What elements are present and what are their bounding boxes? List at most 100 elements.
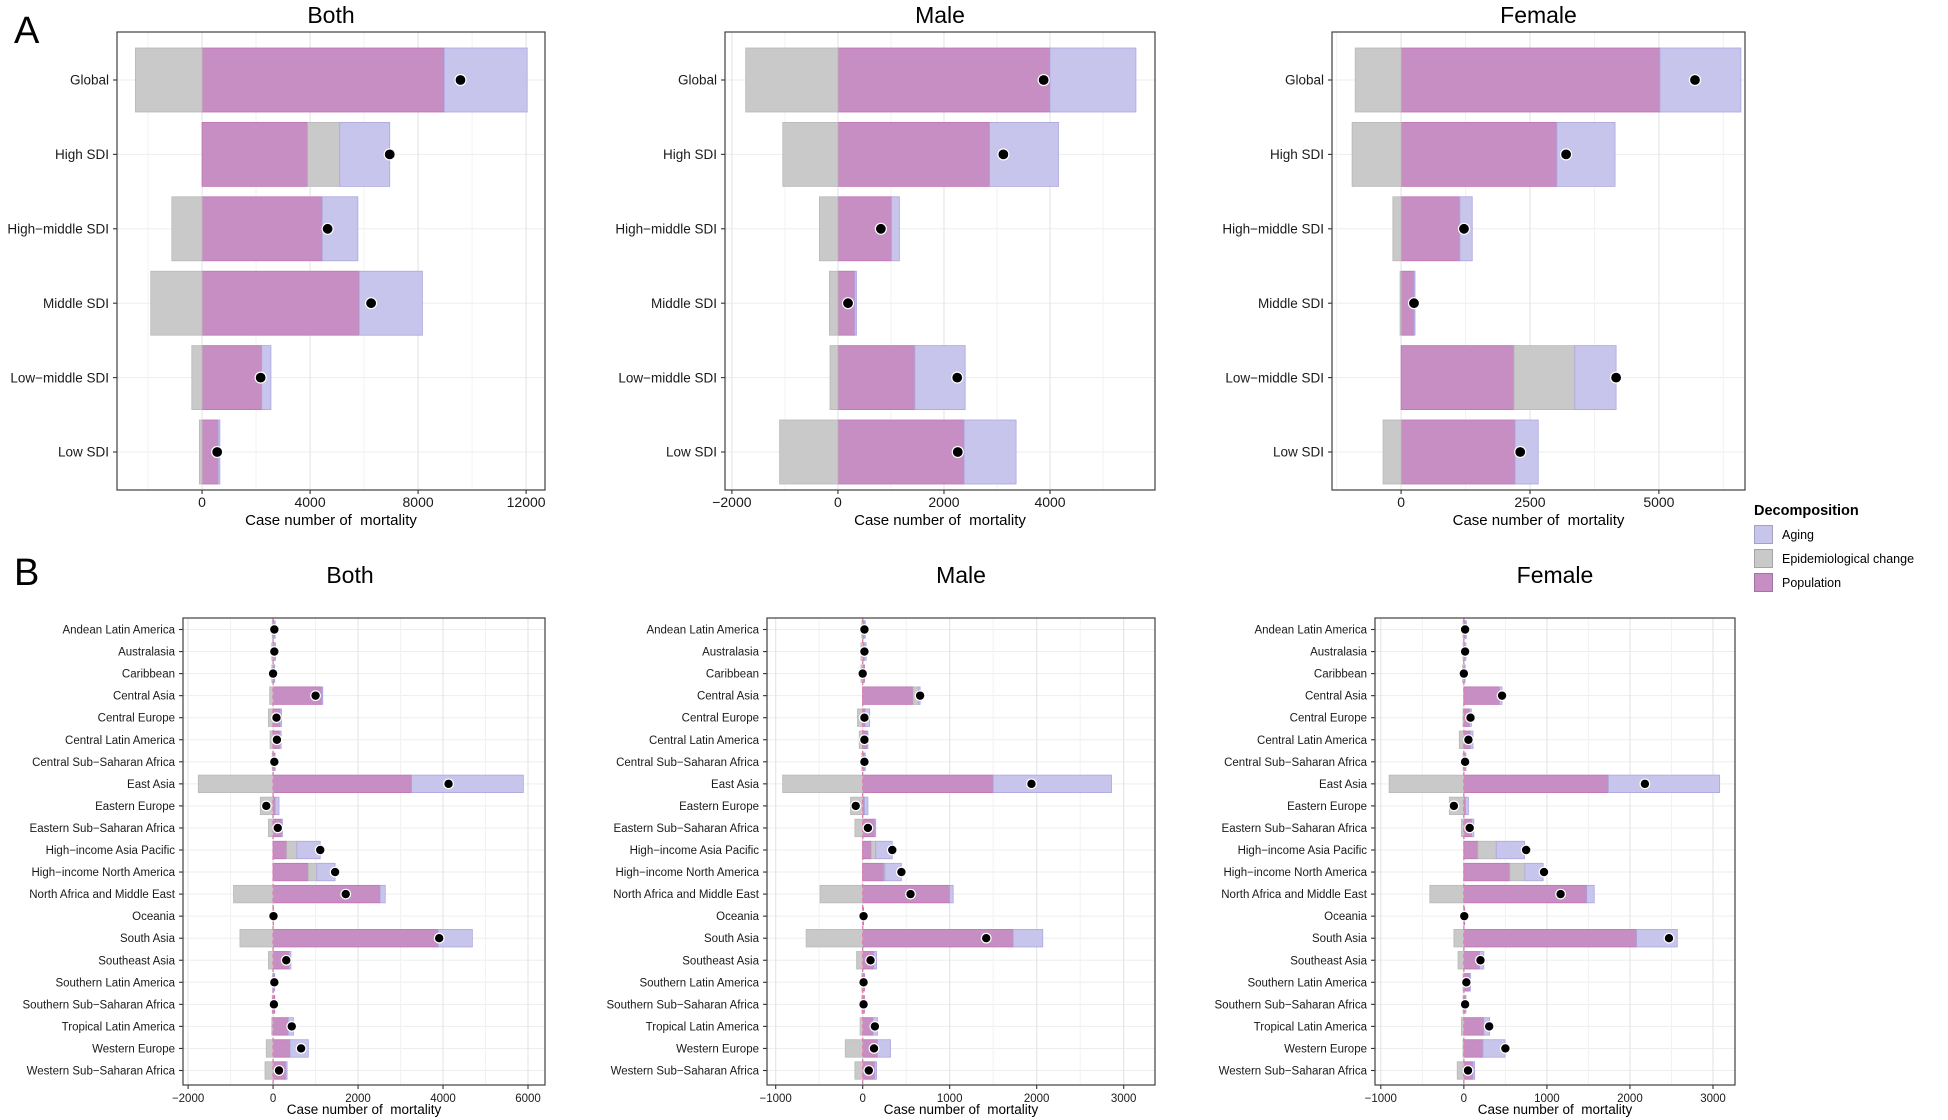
xlabel-a-male: Case number of mortality <box>854 512 1026 529</box>
y-category-label: Southern Latin America <box>639 977 759 989</box>
title-b-female: Female <box>1516 562 1594 588</box>
net-change-dot <box>1462 1065 1474 1076</box>
bar-segment <box>992 774 1112 793</box>
bar-segment <box>870 840 877 860</box>
x-tick-label: 0 <box>270 1093 276 1105</box>
net-change-dot <box>1514 445 1527 459</box>
y-category-label: Tropical Latin America <box>646 1021 760 1033</box>
y-category-label: Andean Latin America <box>62 625 175 637</box>
y-category-label: Tropical Latin America <box>1254 1021 1368 1033</box>
bar-segment <box>818 196 839 262</box>
x-tick-label: 2500 <box>1514 494 1545 510</box>
bar-segment <box>854 818 864 838</box>
legend-label-aging: Aging <box>1782 527 1814 542</box>
y-category-label: Central Latin America <box>1257 735 1368 747</box>
bar-segment <box>1382 419 1402 485</box>
y-category-label: Global <box>70 73 109 88</box>
net-change-dot <box>271 712 282 724</box>
bar-segment <box>201 47 445 113</box>
y-category-label: Middle SDI <box>651 296 717 311</box>
chart-b-female: −1000 0 1000 2000 3000 Andean Latin America Au… <box>1215 617 1736 1105</box>
net-change-dot <box>905 888 916 900</box>
x-tick-label: 0 <box>198 494 206 510</box>
bar-segment <box>1463 774 1609 793</box>
bar-segment <box>862 840 872 860</box>
panel-a-letter: A <box>14 10 40 52</box>
y-category-label: Eastern Europe <box>679 801 759 813</box>
title-a-male: Male <box>915 2 965 28</box>
net-change-dot <box>268 998 280 1010</box>
bar-segment <box>1465 796 1469 816</box>
bar-segment <box>1463 929 1637 948</box>
bar-segment <box>265 1039 274 1058</box>
net-change-dot <box>859 734 870 746</box>
bar-segment <box>862 774 994 793</box>
y-category-label: Low SDI <box>1273 445 1324 460</box>
y-category-label: Southern Latin America <box>55 977 175 989</box>
bar-segment <box>272 884 381 904</box>
x-tick-label: 4000 <box>430 1093 456 1105</box>
aging-swatch-icon <box>1754 525 1773 544</box>
y-category-label: High−income North America <box>1224 867 1368 879</box>
net-change-dot <box>858 976 869 988</box>
bar-segment <box>272 1017 289 1036</box>
net-change-dot <box>980 932 992 944</box>
net-change-dot <box>383 148 396 161</box>
net-change-dot <box>443 778 454 790</box>
legend-item-epidemiological-change: Epidemiological change <box>1754 549 1948 568</box>
bar-segment <box>268 951 274 970</box>
x-tick-label: 0 <box>1397 494 1405 510</box>
y-category-label: Caribbean <box>1314 669 1367 681</box>
y-category-label: Australasia <box>1310 647 1367 659</box>
x-tick-label: 12000 <box>507 494 546 510</box>
x-tick-label: 0 <box>1461 1093 1467 1105</box>
xlabel-b-both: Case number of mortality <box>286 1102 442 1117</box>
x-tick-label: 4000 <box>1034 494 1065 510</box>
net-change-dot <box>1520 844 1532 856</box>
net-change-dot <box>340 888 352 900</box>
x-tick-label: 3000 <box>1700 1093 1726 1105</box>
bar-segment <box>272 862 309 882</box>
bar-segment <box>171 196 203 262</box>
y-category-label: Southeast Asia <box>1290 955 1367 967</box>
net-change-dot <box>896 866 907 878</box>
bar-segment <box>1463 884 1588 904</box>
net-change-dot <box>314 844 326 856</box>
legend: Decomposition Aging Epidemiological chan… <box>1754 503 1948 597</box>
net-change-dot <box>286 1021 298 1032</box>
bar-segment <box>201 270 360 336</box>
y-category-label: Western Europe <box>92 1043 175 1055</box>
net-change-dot <box>1465 712 1476 724</box>
bar-segment <box>1574 345 1617 411</box>
net-change-dot <box>310 690 321 702</box>
net-change-dot <box>868 1043 880 1054</box>
net-change-dot <box>874 222 887 235</box>
bar-segment <box>239 929 274 948</box>
y-category-label: South Asia <box>1312 933 1368 945</box>
y-category-label: Central Sub−Saharan Africa <box>32 757 175 769</box>
net-change-dot <box>1499 1043 1511 1054</box>
x-tick-label: 1000 <box>937 1093 963 1105</box>
y-category-label: High−income Asia Pacific <box>630 845 760 857</box>
y-category-label: Middle SDI <box>1258 296 1324 311</box>
net-change-dot <box>273 1065 285 1076</box>
y-category-label: North Africa and Middle East <box>29 889 176 901</box>
bar-segment <box>1586 884 1595 904</box>
y-category-label: High−income Asia Pacific <box>46 845 176 857</box>
bar-segment <box>201 122 309 187</box>
net-change-dot <box>1460 976 1472 988</box>
y-category-label: Western Sub−Saharan Africa <box>27 1066 176 1078</box>
bar-segment <box>286 840 298 860</box>
legend-title: Decomposition <box>1754 503 1859 519</box>
net-change-dot <box>914 690 926 702</box>
bar-segment <box>274 796 280 816</box>
bar-segment <box>854 1061 864 1080</box>
y-category-label: Central Asia <box>1305 691 1368 703</box>
bar-segment <box>197 774 274 793</box>
net-change-dot <box>1483 1021 1495 1032</box>
bar-segment <box>837 47 1051 113</box>
y-category-label: Low−middle SDI <box>10 370 109 385</box>
chart-a-both: 0 4000 8000 12000 Global High SDI High−middle … <box>7 31 546 510</box>
title-b-both: Both <box>326 562 374 588</box>
bar-segment <box>854 270 857 336</box>
